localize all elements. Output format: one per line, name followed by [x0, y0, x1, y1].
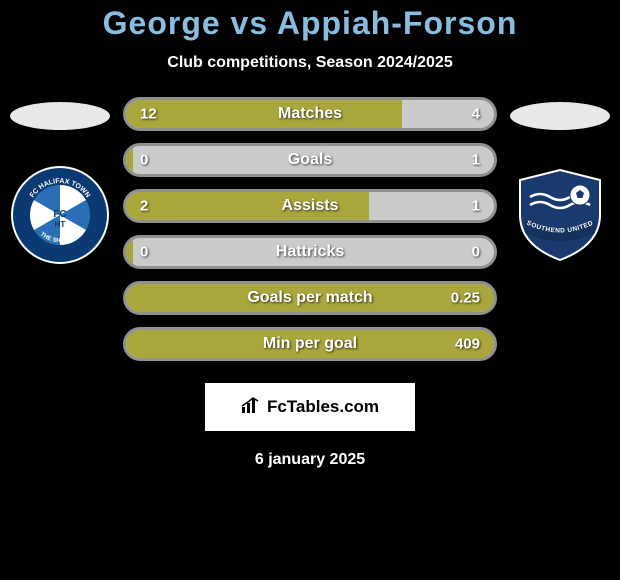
right-player-silhouette [510, 102, 610, 130]
stat-fill [126, 146, 133, 174]
svg-text:HT: HT [55, 220, 66, 229]
content-area: FC HT FC HALIFAX TOWN THE SHAYMEN 12Matc… [0, 97, 620, 373]
stat-bar: 2 Assists 1 [123, 189, 497, 223]
stat-bar: Goals per match 0.25 [123, 281, 497, 315]
chart-icon [241, 397, 261, 418]
stat-value-right: 1 [472, 152, 480, 169]
right-column: SOUTHEND UNITED [505, 97, 615, 265]
svg-text:FC: FC [53, 209, 66, 220]
stat-label: Min per goal [263, 335, 357, 353]
comparison-container: George vs Appiah-Forson Club competition… [0, 0, 620, 474]
stat-value-right: 1 [472, 198, 480, 215]
stat-value-right: 4 [472, 106, 480, 123]
stats-column: 12Matches40Goals12Assists10Hattricks0Goa… [115, 97, 505, 373]
stat-value-right: 0 [472, 244, 480, 261]
stat-value-left: 0 [140, 244, 148, 261]
stat-fill [126, 238, 133, 266]
stat-value-left: 12 [140, 106, 157, 123]
stat-bar: 0 Hattricks 0 [123, 235, 497, 269]
stat-value-right: 409 [455, 336, 480, 353]
southend-badge-icon: SOUTHEND UNITED [510, 165, 610, 265]
left-column: FC HT FC HALIFAX TOWN THE SHAYMEN [5, 97, 115, 265]
right-club-badge: SOUTHEND UNITED [510, 165, 610, 265]
stat-bar: 0 Goals 1 [123, 143, 497, 177]
stat-label: Goals per match [247, 289, 372, 307]
stat-label: Goals [288, 151, 332, 169]
brand-text: FcTables.com [267, 397, 379, 417]
stat-fill [126, 100, 402, 128]
stat-value-left: 0 [140, 152, 148, 169]
stat-label: Hattricks [276, 243, 344, 261]
left-player-silhouette [10, 102, 110, 130]
stat-label: Matches [278, 105, 342, 123]
stat-bar: Min per goal 409 [123, 327, 497, 361]
left-club-badge: FC HT FC HALIFAX TOWN THE SHAYMEN [10, 165, 110, 265]
footer-date: 6 january 2025 [0, 451, 620, 469]
stat-bar: 12 Matches 4 [123, 97, 497, 131]
page-title: George vs Appiah-Forson [0, 5, 620, 42]
halifax-badge-icon: FC HT FC HALIFAX TOWN THE SHAYMEN [10, 165, 110, 265]
stat-value-right: 0.25 [451, 290, 480, 307]
stat-value-left: 2 [140, 198, 148, 215]
stat-label: Assists [282, 197, 339, 215]
subtitle: Club competitions, Season 2024/2025 [0, 54, 620, 72]
brand-logo[interactable]: FcTables.com [205, 383, 415, 431]
